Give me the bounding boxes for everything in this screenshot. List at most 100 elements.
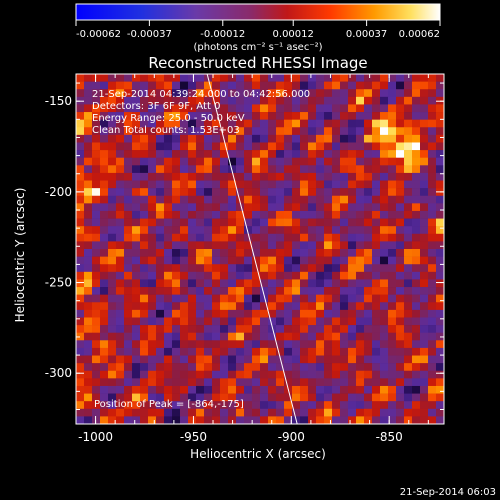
heatmap-cell [316,119,325,128]
footer-timestamp: 21-Sep-2014 06:03 [400,487,496,498]
heatmap-cell [428,226,437,235]
heatmap-cell [396,340,405,349]
heatmap-cell [332,401,341,410]
heatmap-cell [108,203,117,212]
heatmap-cell [388,112,397,120]
heatmap-cell [340,180,349,189]
heatmap-cell [276,127,285,136]
heatmap-cell [140,203,149,212]
heatmap-cell [380,416,389,424]
heatmap-cell [332,241,341,250]
heatmap-cell [308,355,317,364]
heatmap-cell [268,332,277,341]
heatmap-cell [292,195,301,204]
heatmap-cell [324,157,333,166]
heatmap-cell [196,188,205,197]
heatmap-cell [348,287,357,295]
heatmap-cell [196,363,205,372]
heatmap-cell [220,401,229,410]
heatmap-cell [148,325,157,333]
heatmap-cell [332,112,341,120]
heatmap-cell [324,264,333,273]
heatmap-cell [404,249,413,257]
heatmap-cell [356,74,365,82]
heatmap-cell [276,249,285,257]
heatmap-cell [260,180,269,189]
heatmap-cell [356,241,365,250]
heatmap-cell [220,385,229,394]
heatmap-cell [436,165,444,174]
heatmap-cell [244,210,253,219]
heatmap-cell [92,287,101,295]
heatmap-cell [412,226,421,235]
heatmap-cell [372,96,381,105]
heatmap-cell [308,210,317,219]
heatmap-cell [140,416,149,424]
heatmap-cell [212,340,221,349]
heatmap-cell [332,249,341,257]
heatmap-cell [204,287,213,295]
heatmap-cell [284,340,293,349]
heatmap-cell [284,157,293,166]
heatmap-cell [316,279,325,288]
heatmap-cell [172,180,181,189]
heatmap-cell [140,104,149,113]
heatmap-cell [148,119,157,128]
heatmap-cell [412,370,421,379]
heatmap-cell [92,256,101,265]
heatmap-cell [260,393,269,402]
heatmap-cell [364,188,373,197]
heatmap-cell [260,264,269,273]
heatmap-cell [92,203,101,212]
heatmap-cell [396,393,405,402]
heatmap-cell [236,294,245,303]
heatmap-cell [164,264,173,273]
heatmap-cell [332,279,341,288]
heatmap-cell [212,363,221,372]
heatmap-cell [124,370,133,379]
heatmap-cell [372,150,381,158]
heatmap-cell [268,401,277,410]
heatmap-cell [164,332,173,341]
heatmap-cell [108,241,117,250]
heatmap-cell [180,256,189,265]
heatmap-cell [316,309,325,318]
heatmap-cell [124,203,133,212]
heatmap-cell [300,157,309,166]
heatmap-cell [84,370,93,379]
heatmap-cell [108,112,117,120]
heatmap-cell [372,355,381,364]
heatmap-cell [108,134,117,143]
heatmap-cell [364,416,373,424]
heatmap-cell [340,104,349,113]
heatmap-cell [132,226,141,235]
heatmap-cell [412,81,421,90]
heatmap-cell [140,188,149,197]
heatmap-cell [188,112,197,120]
heatmap-cell [324,203,333,212]
heatmap-cell [148,96,157,105]
heatmap-cell [164,233,173,242]
heatmap-cell [428,150,437,158]
heatmap-cell [388,226,397,235]
heatmap-cell [212,317,221,326]
heatmap-cell [252,134,261,143]
heatmap-cell [268,96,277,105]
heatmap-cell [348,279,357,288]
heatmap-cell [100,302,109,311]
heatmap-cell [364,294,373,303]
heatmap-cell [204,378,213,387]
heatmap-cell [284,74,293,82]
heatmap-cell [420,416,429,424]
heatmap-cell [348,302,357,311]
heatmap-cell [188,203,197,212]
heatmap-cell [396,317,405,326]
heatmap-cell [420,226,429,235]
heatmap-cell [172,378,181,387]
heatmap-cell [196,119,205,128]
heatmap-cell [188,119,197,128]
heatmap-cell [180,347,189,356]
heatmap-cell [220,188,229,197]
heatmap-cell [132,89,141,98]
heatmap-cell [364,340,373,349]
